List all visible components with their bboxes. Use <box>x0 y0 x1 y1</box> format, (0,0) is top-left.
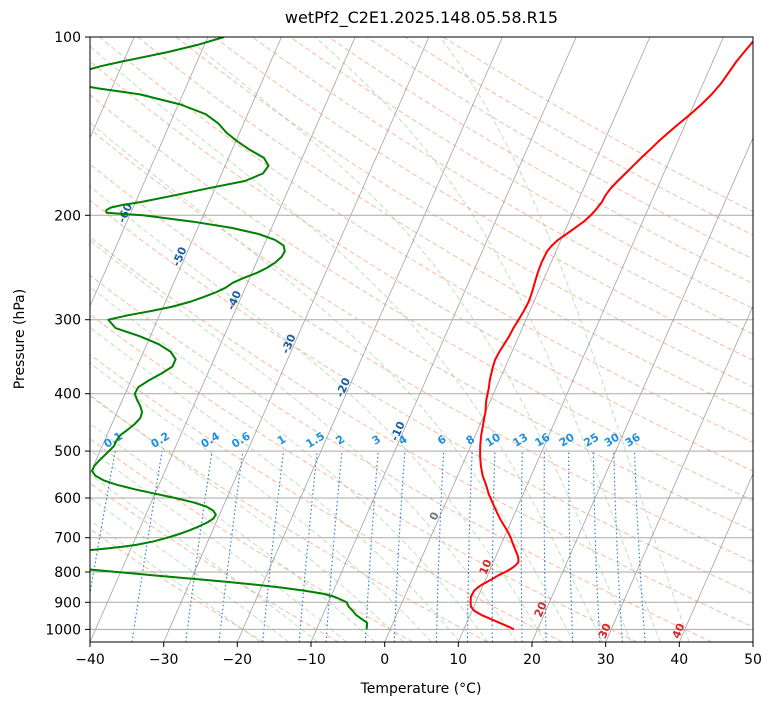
y-tick-label: 300 <box>54 313 81 329</box>
moist-adiabat-line <box>90 422 376 642</box>
moist-adiabat-line <box>90 185 546 642</box>
mixing-ratio-line <box>262 451 285 642</box>
dewpoint-line <box>90 37 369 630</box>
isotherm-label: 30 <box>596 621 614 641</box>
mixing-ratio-line <box>325 451 343 642</box>
dry-adiabat-line <box>90 199 753 595</box>
dry-adiabat-line <box>90 236 753 628</box>
x-tick-label: −40 <box>75 652 105 668</box>
isotherm-line <box>752 641 753 642</box>
dry-adiabat-line <box>90 353 563 642</box>
x-tick-label: −10 <box>296 652 326 668</box>
isotherm-label: 40 <box>670 621 688 641</box>
moist-adiabat-line <box>90 362 432 642</box>
plot-frame <box>89 36 754 643</box>
grid-lines <box>0 37 753 642</box>
isotherm-line <box>384 37 651 642</box>
x-tick-label: −30 <box>149 652 179 668</box>
moist-adiabat-line <box>439 37 690 642</box>
isotherm-label: 10 <box>477 557 495 577</box>
isotherm-line <box>531 136 753 642</box>
y-tick-label: 400 <box>54 387 81 403</box>
y-tick-label: 900 <box>54 595 81 611</box>
mixing-ratio-line <box>298 451 318 642</box>
x-axis-label: Temperature (°C) <box>360 681 482 697</box>
y-tick-label: 700 <box>54 531 81 547</box>
moist-adiabat-line <box>90 239 517 642</box>
y-tick-label: 100 <box>54 30 81 46</box>
y-tick-label: 600 <box>54 491 81 507</box>
dry-adiabat-line <box>90 274 712 642</box>
isotherm-line <box>0 37 61 642</box>
moist-adiabat-line <box>90 394 404 642</box>
isotherm-line <box>457 37 724 642</box>
y-axis-label: Pressure (hPa) <box>12 289 28 389</box>
moist-adiabat-line <box>314 37 661 642</box>
dry-adiabat-line <box>90 128 753 532</box>
isotherm-line <box>163 37 430 642</box>
y-tick-label: 500 <box>54 444 81 460</box>
isotherm-line <box>90 37 356 642</box>
temperature-line <box>469 39 753 631</box>
dry-adiabat-line <box>290 37 753 310</box>
x-tick-label: 20 <box>523 652 541 668</box>
isotherm-label: -70 <box>61 157 81 181</box>
x-tick-label: 0 <box>380 652 389 668</box>
dry-adiabat-line <box>328 37 753 285</box>
sounding-series <box>90 37 753 631</box>
dry-adiabat-line <box>90 482 339 642</box>
x-tick-label: 30 <box>597 652 615 668</box>
axis-ticks: −40 −30 −20 −10 0 10 20 30 40 50 100 200 300 400 500 60… <box>45 30 762 668</box>
moist-adiabat-line <box>185 37 632 642</box>
isotherm-line <box>678 472 753 642</box>
mixing-ratio-line <box>185 451 213 642</box>
dry-adiabat-line <box>90 94 753 502</box>
dry-adiabat-line <box>137 37 753 415</box>
dry-adiabat-line <box>90 395 488 642</box>
isotherm-line <box>605 304 753 642</box>
isotherm-label: -80 <box>6 114 26 138</box>
moist-adiabat-line <box>90 449 347 642</box>
isotherm-line <box>310 37 577 642</box>
moist-adiabat-line <box>90 519 261 642</box>
x-tick-label: −20 <box>223 652 253 668</box>
y-tick-label: 800 <box>54 565 81 581</box>
dry-adiabat-line <box>99 37 753 443</box>
y-tick-label: 200 <box>54 208 81 224</box>
plot-area <box>90 37 753 642</box>
y-tick-label: 1000 <box>45 622 81 638</box>
mixing-ratio-line <box>218 451 244 642</box>
dry-adiabat-line <box>90 60 753 472</box>
isotherm-line <box>90 37 209 307</box>
moist-adiabat-line <box>90 286 489 642</box>
x-tick-label: 50 <box>744 652 762 668</box>
chart-title: wetPf2_C2E1.2025.148.05.58.R15 <box>284 8 559 27</box>
x-tick-label: 40 <box>670 652 688 668</box>
moist-adiabat-line <box>90 122 575 642</box>
x-tick-label: 10 <box>449 652 467 668</box>
background-lines <box>90 37 753 642</box>
isotherm-line <box>236 37 503 642</box>
isotherm-label: 20 <box>532 600 550 620</box>
